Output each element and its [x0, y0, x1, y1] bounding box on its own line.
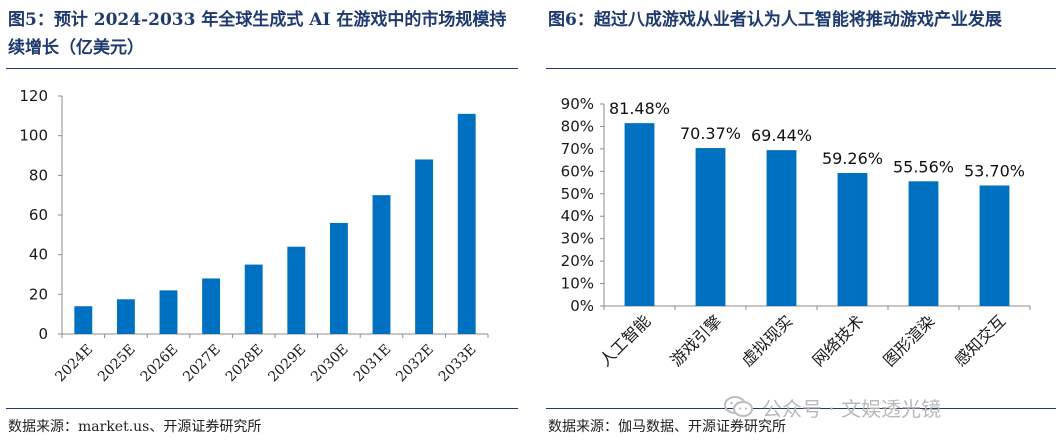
right-bottom-rule	[546, 408, 1056, 409]
right-x-tick-label: 游戏引擎	[667, 311, 726, 370]
right-y-tick-label: 80%	[561, 117, 594, 135]
right-data-label: 81.48%	[609, 99, 670, 118]
left-x-tick-label: 2029E	[265, 342, 309, 386]
left-bar	[74, 306, 93, 334]
left-x-tick-label: 2032E	[393, 342, 437, 386]
left-x-tick-label: 2033E	[436, 342, 480, 386]
right-top-rule	[546, 68, 1056, 69]
watermark-text: 公众号 · 文娱透光镜	[762, 396, 942, 421]
ai-impact-bar-chart: 0% 10% 20% 30% 40% 50% 60% 70% 80% 90% 81.48% 人工智能 7…	[561, 95, 1031, 370]
wechat-icon	[724, 396, 753, 417]
right-data-label: 55.56%	[893, 157, 954, 176]
right-x-tick-label: 图形渲染	[880, 311, 939, 370]
right-x-tick-label: 人工智能	[596, 311, 655, 370]
left-x-tick-label: 2026E	[138, 342, 182, 386]
right-y-tick-label: 60%	[561, 162, 594, 180]
right-y-tick-label: 40%	[561, 207, 594, 225]
left-x-tick-label: 2025E	[95, 342, 139, 386]
left-source-note: 数据来源：market.us、开源证券研究所	[8, 419, 262, 435]
left-y-tick-label: 60	[29, 206, 48, 224]
right-y-tick-label: 70%	[561, 140, 594, 158]
right-source-note: 数据来源：伽马数据、开源证券研究所	[548, 419, 786, 435]
left-x-tick-label: 2030E	[308, 342, 352, 386]
left-y-tick-label: 0	[38, 325, 48, 343]
right-figure-title: 图6：超过八成游戏从业者认为人工智能将推动游戏产业发展	[548, 10, 1002, 30]
left-y-tick-label: 100	[19, 127, 48, 145]
left-figure-title: 图5：预计 2024-2033 年全球生成式 AI 在游戏中的市场规模持续增长（…	[8, 10, 507, 58]
right-y-tick-label: 90%	[561, 95, 594, 113]
left-bottom-rule	[6, 408, 518, 409]
left-y-tick-label: 20	[29, 285, 48, 303]
left-x-tick-label: 2028E	[223, 342, 267, 386]
left-bar	[202, 278, 221, 334]
left-bar	[244, 264, 263, 334]
left-bar	[329, 222, 348, 334]
right-y-tick-label: 10%	[561, 275, 594, 293]
right-y-tick-label: 20%	[561, 252, 594, 270]
left-y-tick-label: 40	[29, 246, 48, 264]
left-bar	[287, 246, 306, 334]
left-top-rule	[6, 68, 518, 69]
left-bar	[372, 195, 391, 334]
right-x-tick-label: 虚拟现实	[738, 311, 797, 370]
right-bar	[624, 123, 655, 306]
left-x-tick-label: 2024E	[52, 342, 96, 386]
left-figure-panel: 图5：预计 2024-2033 年全球生成式 AI 在游戏中的市场规模持续增长（…	[0, 0, 522, 448]
left-bar	[457, 113, 476, 334]
right-bar	[837, 172, 868, 306]
right-data-label: 69.44%	[751, 126, 812, 145]
right-data-label: 53.70%	[964, 161, 1025, 180]
right-data-label: 70.37%	[680, 124, 741, 143]
market-size-bar-chart: 0 20 40 60 80 100 120 2024E2025E2026E2027E2028E…	[19, 87, 489, 386]
right-bar	[979, 185, 1010, 306]
right-data-label: 59.26%	[822, 149, 883, 168]
left-y-tick-label: 120	[19, 87, 48, 105]
right-bar	[908, 181, 939, 306]
right-x-tick-label: 网络技术	[809, 311, 868, 370]
left-bar	[116, 299, 135, 334]
left-bar	[159, 290, 178, 334]
left-y-tick-label: 80	[29, 166, 48, 184]
right-y-tick-label: 30%	[561, 230, 594, 248]
right-figure-panel: 图6：超过八成游戏从业者认为人工智能将推动游戏产业发展 0% 10% 20% 30% 4…	[540, 0, 1060, 448]
right-y-tick-label: 50%	[561, 185, 594, 203]
left-x-tick-label: 2031E	[351, 342, 395, 386]
right-y-tick-label: 0%	[570, 297, 594, 315]
right-bar	[766, 150, 797, 306]
watermark: 公众号 · 文娱透光镜	[724, 390, 1034, 424]
left-bar	[415, 159, 434, 334]
right-bar	[695, 148, 726, 306]
left-x-tick-label: 2027E	[180, 342, 224, 386]
right-x-tick-label: 感知交互	[951, 311, 1010, 370]
